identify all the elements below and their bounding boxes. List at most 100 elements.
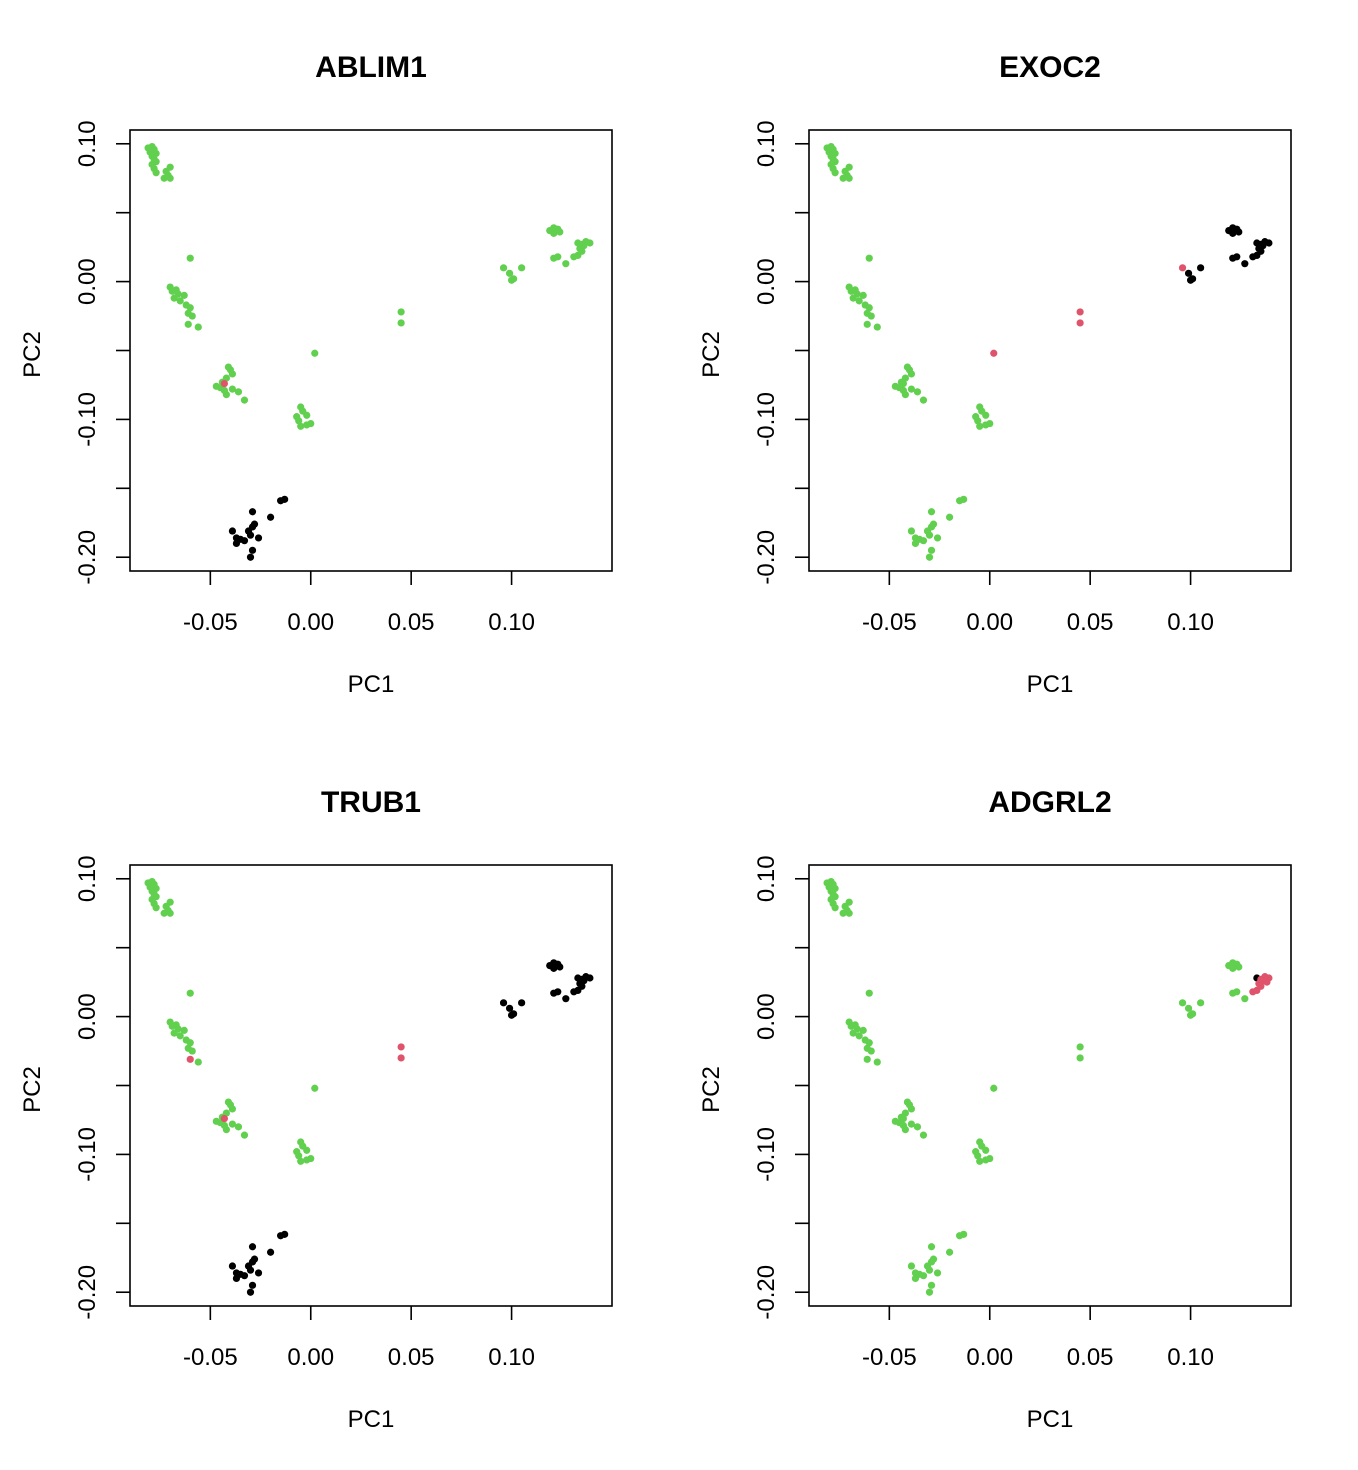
data-point [186,989,194,997]
x-tick-label: 0.10 [488,1344,535,1371]
data-point [170,294,178,302]
data-point [250,1255,259,1263]
data-point [855,297,863,305]
data-point [1076,1054,1084,1062]
data-point [586,239,594,247]
data-point [166,174,174,182]
y-axis-label: PC2 [698,1066,725,1113]
y-tick-label: -0.20 [753,1265,780,1320]
data-point [1076,308,1084,316]
y-tick-label: -0.20 [753,530,780,585]
x-axis-label: PC1 [348,671,395,698]
data-point [919,537,928,545]
scatter-panel-adgrl2: ADGRL2 -0.05 0.00 0.05 0.10 -0.20 -0.10 0.00 0.1… [698,786,1292,1433]
y-tick-label: 0.00 [74,993,101,1040]
data-point [849,1029,857,1037]
data-point [228,1262,237,1270]
y-tick-label: 0.00 [753,258,780,305]
data-point [307,1154,315,1163]
data-point [873,1058,881,1066]
data-point [184,320,192,328]
data-point [976,422,984,430]
x-tick-label: 0.00 [287,1344,334,1371]
data-point [1241,260,1249,268]
data-point [194,1058,202,1066]
x-tick-label: 0.10 [1167,1344,1214,1371]
chart-title: TRUB1 [321,786,421,819]
data-point [1257,247,1265,255]
data-point [845,909,853,917]
data-point [913,388,922,396]
y-tick-label: 0.10 [74,855,101,902]
data-point [974,1152,982,1160]
data-point [234,388,243,396]
data-point [552,962,560,970]
data-point [907,527,916,535]
data-point [505,269,514,277]
data-point [1257,982,1265,990]
data-point [925,1288,934,1296]
data-point [248,508,257,516]
data-point [1076,1043,1084,1051]
data-point [499,999,508,1007]
y-tick-label: -0.10 [74,1127,101,1182]
data-point [220,1114,228,1123]
data-point [254,1269,263,1277]
data-point [281,1230,289,1238]
data-point [1178,264,1187,272]
y-tick-label: -0.20 [74,1265,101,1320]
data-point [899,379,907,388]
data-point [295,417,303,425]
data-point [180,1026,188,1034]
data-point [933,1269,942,1277]
data-point [1184,1004,1193,1012]
data-point [311,1084,319,1092]
x-tick-label: -0.05 [183,609,238,636]
data-point [266,1248,275,1256]
data-point [1259,242,1267,250]
data-point [176,297,184,305]
data-point [244,1262,253,1270]
data-point [397,1043,405,1051]
data-point [240,396,249,404]
data-point [580,242,588,250]
data-point [176,1032,184,1040]
data-point [297,1157,305,1165]
data-point [1253,239,1261,247]
data-point [960,495,968,503]
data-point [911,539,920,548]
data-point [831,169,839,177]
x-tick-label: -0.05 [862,1344,917,1371]
data-point [1178,999,1187,1007]
y-axis-label: PC2 [698,331,725,378]
data-point [228,370,237,378]
data-point [562,260,570,268]
data-point [990,1084,998,1092]
data-point [867,1047,875,1055]
y-tick-label: 0.00 [74,258,101,305]
data-point [923,1262,932,1270]
x-axis-label: PC1 [348,1406,395,1433]
data-point [1263,978,1271,986]
y-tick-label: 0.10 [753,855,780,902]
data-point [974,417,982,425]
y-tick-label: 0.10 [74,120,101,167]
x-tick-label: -0.05 [183,1344,238,1371]
data-point [297,422,305,430]
data-point [295,1152,303,1160]
data-point [232,1274,241,1283]
data-point [228,385,237,393]
data-point [228,1105,237,1113]
data-point [578,982,586,990]
data-point [1231,962,1239,970]
data-point [907,385,916,393]
data-point [919,1131,928,1139]
data-point [907,1120,916,1128]
data-point [574,239,582,247]
data-point [518,999,526,1007]
data-point [929,1255,938,1263]
data-point [246,1288,255,1296]
data-point [240,1272,249,1280]
data-point [228,527,237,535]
data-point [307,419,315,428]
